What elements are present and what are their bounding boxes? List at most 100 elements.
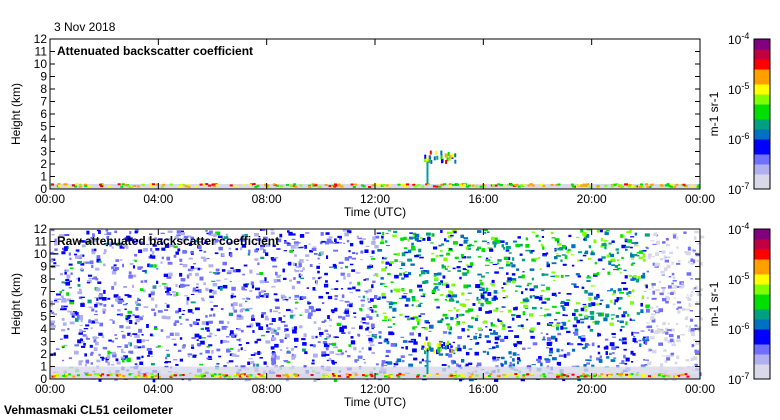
surface-cell — [262, 375, 266, 378]
raw-backscatter-cell — [445, 300, 450, 302]
raw-backscatter-cell — [272, 244, 276, 247]
surface-cell — [299, 184, 303, 187]
colorbar-swatch — [754, 69, 770, 75]
raw-backscatter-cell — [663, 255, 666, 260]
raw-backscatter-cell — [655, 262, 661, 266]
surface-cell — [236, 373, 240, 376]
raw-backscatter-cell — [275, 355, 280, 360]
raw-backscatter-cell — [138, 316, 143, 321]
raw-backscatter-cell — [511, 264, 516, 268]
raw-backscatter-cell — [582, 347, 586, 350]
raw-backscatter-cell — [342, 325, 347, 329]
raw-backscatter-cell — [245, 342, 250, 345]
raw-backscatter-cell — [381, 319, 387, 321]
raw-backscatter-cell — [203, 258, 207, 262]
raw-backscatter-cell — [264, 292, 270, 296]
surface-cell — [539, 374, 543, 377]
surface-cell — [451, 183, 455, 186]
raw-backscatter-cell — [638, 339, 642, 342]
raw-backscatter-cell — [570, 254, 575, 256]
raw-backscatter-cell — [529, 249, 532, 253]
raw-backscatter-cell — [480, 302, 484, 307]
raw-backscatter-cell — [80, 267, 84, 271]
surface-cell — [76, 374, 80, 377]
cloud-cell — [439, 342, 442, 347]
raw-backscatter-cell — [442, 283, 447, 286]
raw-backscatter-cell — [363, 279, 366, 281]
surface-cell — [346, 375, 350, 378]
colorbar-swatch — [754, 139, 770, 145]
raw-backscatter-cell — [598, 359, 603, 363]
raw-backscatter-cell — [410, 263, 415, 266]
raw-backscatter-cell — [54, 248, 58, 251]
raw-backscatter-cell — [167, 230, 173, 233]
raw-backscatter-cell — [381, 235, 384, 239]
raw-backscatter-cell — [300, 277, 305, 280]
raw-backscatter-cell — [519, 243, 523, 247]
raw-backscatter-cell — [132, 333, 138, 335]
raw-backscatter-cell — [120, 313, 124, 317]
raw-backscatter-cell — [571, 312, 576, 316]
raw-backscatter-cell — [259, 280, 265, 284]
raw-backscatter-cell — [50, 305, 53, 307]
surface-cell — [588, 185, 592, 188]
colorbar-swatch — [754, 54, 770, 60]
raw-backscatter-cell — [494, 378, 499, 382]
raw-backscatter-cell — [596, 272, 600, 276]
raw-backscatter-cell — [160, 242, 164, 245]
surface-cell — [51, 375, 55, 378]
raw-backscatter-cell — [692, 344, 695, 347]
raw-backscatter-cell — [306, 287, 309, 289]
cloud-cell — [437, 348, 440, 353]
raw-backscatter-cell — [462, 272, 468, 276]
raw-backscatter-cell — [685, 296, 690, 299]
raw-backscatter-cell — [254, 258, 259, 261]
y-tick-label: 0 — [40, 372, 47, 386]
raw-backscatter-cell — [618, 362, 624, 364]
raw-backscatter-cell — [50, 310, 53, 313]
raw-backscatter-cell — [199, 352, 203, 355]
raw-backscatter-cell — [462, 303, 467, 308]
raw-backscatter-cell — [691, 262, 694, 265]
raw-backscatter-cell — [344, 232, 349, 237]
x-axis-label: Time (UTC) — [344, 205, 406, 219]
raw-backscatter-cell — [250, 354, 256, 356]
raw-backscatter-cell — [103, 263, 106, 267]
raw-backscatter-cell — [361, 347, 364, 350]
surface-cell — [348, 375, 352, 378]
raw-backscatter-cell — [444, 299, 448, 301]
raw-backscatter-cell — [500, 362, 503, 366]
raw-backscatter-cell — [610, 288, 614, 291]
raw-backscatter-cell — [304, 309, 310, 314]
raw-backscatter-cell — [448, 326, 453, 331]
raw-backscatter-cell — [201, 337, 206, 339]
surface-cell — [522, 374, 526, 377]
surface-cell — [696, 185, 700, 188]
surface-cell — [350, 183, 354, 186]
raw-backscatter-cell — [613, 357, 617, 359]
raw-backscatter-cell — [100, 240, 104, 242]
raw-backscatter-cell — [665, 327, 669, 332]
raw-backscatter-cell — [328, 343, 332, 346]
raw-backscatter-cell — [328, 241, 334, 244]
raw-backscatter-cell — [365, 313, 370, 318]
raw-backscatter-cell — [85, 359, 90, 364]
raw-backscatter-cell — [671, 282, 674, 285]
raw-backscatter-cell — [368, 331, 372, 333]
raw-backscatter-cell — [174, 236, 179, 240]
raw-backscatter-cell — [413, 341, 418, 345]
raw-backscatter-cell — [571, 264, 575, 267]
raw-backscatter-cell — [64, 234, 70, 236]
date-label: 3 Nov 2018 — [54, 20, 116, 34]
raw-backscatter-cell — [271, 337, 277, 341]
raw-backscatter-cell — [457, 344, 461, 348]
raw-backscatter-cell — [197, 267, 201, 271]
raw-backscatter-cell — [577, 275, 582, 278]
raw-backscatter-cell — [214, 238, 218, 243]
raw-backscatter-cell — [51, 233, 55, 236]
raw-backscatter-cell — [313, 378, 317, 383]
raw-backscatter-cell — [648, 329, 651, 331]
raw-backscatter-cell — [61, 317, 65, 321]
raw-backscatter-cell — [600, 299, 604, 302]
raw-backscatter-cell — [63, 249, 68, 251]
